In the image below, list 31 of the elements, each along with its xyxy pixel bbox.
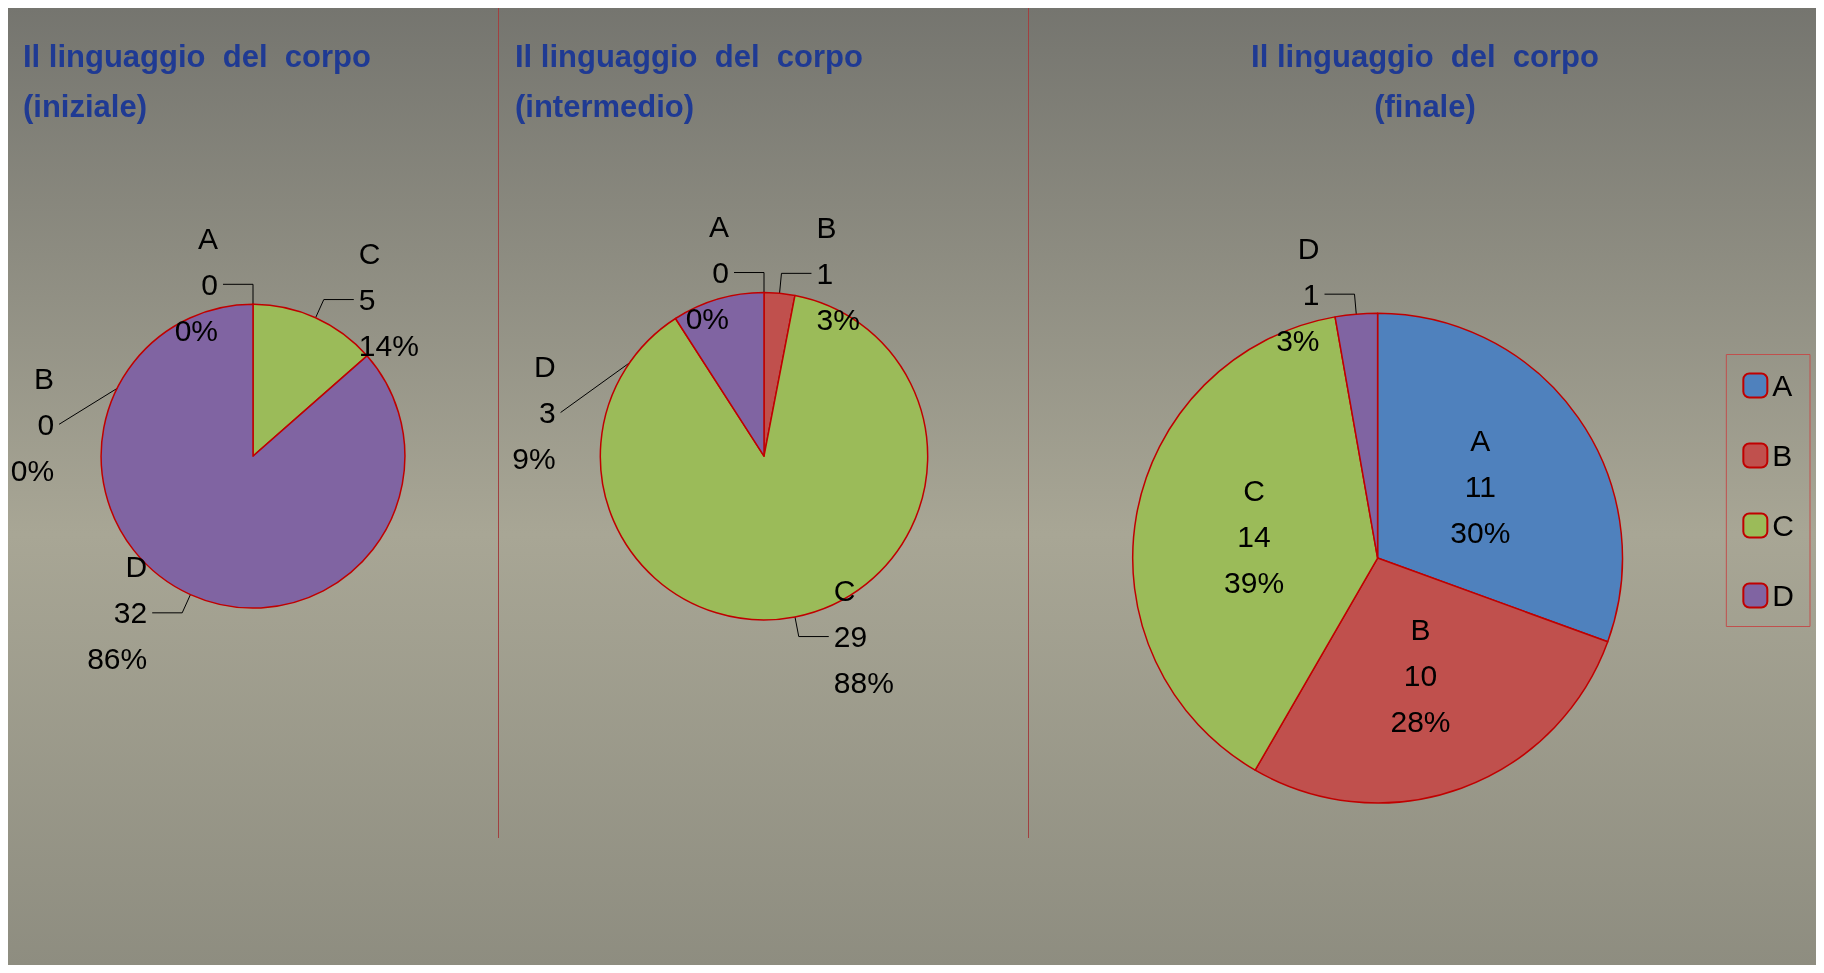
text: 0 0% — [10, 407, 55, 487]
legend-label: A — [1772, 369, 1793, 402]
legend-label: D — [1772, 579, 1795, 612]
slice-label: C — [358, 237, 381, 271]
data-label: 5 14% — [358, 283, 419, 363]
data-label: 11 30% — [1450, 469, 1511, 549]
category-label: A — [708, 210, 729, 244]
legend-label: C — [1772, 509, 1795, 542]
category-label: B — [34, 361, 55, 395]
slice-label: D — [1297, 231, 1320, 265]
slice-label: D — [533, 350, 556, 384]
slice-label: A — [1470, 423, 1491, 457]
text: 0 0% — [685, 256, 729, 336]
data-label: 14 39% — [1224, 519, 1285, 599]
data-label: 3 9% — [512, 396, 556, 476]
legend-label: B — [1772, 439, 1793, 472]
chart-title: Il linguaggio del corpo (intermedio) — [515, 38, 863, 124]
category-label: A — [197, 221, 218, 255]
data-label: 1 3% — [1276, 277, 1320, 357]
slice-label: B — [816, 210, 837, 244]
slice-label: D — [125, 550, 148, 584]
text: 0 0% — [174, 267, 218, 347]
chart-title: Il linguaggio del corpo (iniziale) — [23, 38, 371, 124]
slice-label: B — [1410, 613, 1431, 647]
data-label: 1 3% — [816, 256, 860, 336]
data-label: 32 86% — [87, 596, 148, 676]
data-label: 29 88% — [833, 620, 894, 700]
chart-title: Il linguaggio del corpo (finale) — [1251, 38, 1599, 124]
slice-label: C — [1243, 473, 1265, 507]
slice-label: C — [833, 574, 856, 608]
data-label: 10 28% — [1390, 659, 1451, 739]
